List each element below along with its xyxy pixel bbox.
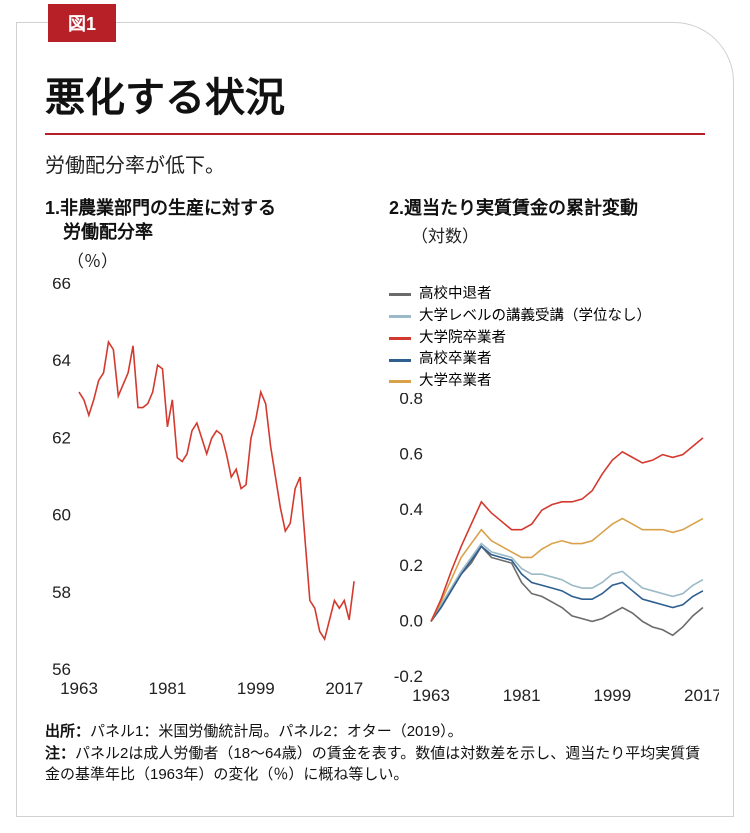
panel2-legend: 高校中退者大学レベルの講義受講（学位なし）大学院卒業者高校卒業者大学卒業者 [389, 284, 719, 393]
svg-text:1981: 1981 [149, 679, 187, 698]
figure-footer: 出所：パネル1：米国労働統計局。パネル2：オター（2019）。 注：パネル2は成… [45, 721, 705, 786]
panel2-title: 2.週当たり実質賃金の累計変動 [389, 196, 719, 220]
svg-text:56: 56 [52, 660, 71, 679]
panels-row: 1.非農業部門の生産に対する 労働配分率 （％） 56 58 60 62 64 66 196… [45, 196, 705, 705]
legend-swatch [389, 359, 411, 362]
legend-item: 大学卒業者 [389, 371, 719, 393]
svg-text:-0.2: -0.2 [394, 667, 423, 686]
svg-text:1963: 1963 [412, 686, 450, 705]
svg-text:58: 58 [52, 583, 71, 602]
legend-label: 高校中退者 [419, 284, 492, 306]
panel2-unit: （対数） [411, 222, 719, 247]
svg-text:1981: 1981 [503, 686, 541, 705]
panel2-chart: -0.2 0.0 0.2 0.4 0.6 0.8 1963 1981 1999 2017 [389, 393, 719, 705]
svg-text:1963: 1963 [60, 679, 98, 698]
svg-text:1999: 1999 [237, 679, 275, 698]
legend-item: 大学レベルの講義受講（学位なし） [389, 306, 719, 328]
legend-swatch [389, 293, 411, 296]
legend-swatch [389, 337, 411, 340]
figure-card: 悪化する状況 労働配分率が低下。 1.非農業部門の生産に対する 労働配分率 （％… [16, 22, 734, 817]
legend-swatch [389, 315, 411, 318]
svg-text:1999: 1999 [593, 686, 631, 705]
panel1-chart: 56 58 60 62 64 66 1963 1981 1999 2017 [45, 278, 365, 698]
svg-text:2017: 2017 [684, 686, 719, 705]
legend-label: 大学レベルの講義受講（学位なし） [419, 306, 651, 328]
legend-label: 大学院卒業者 [419, 328, 506, 350]
note-text: パネル2は成人労働者（18～64歳）の賃金を表す。数値は対数差を示し、週当たり平… [45, 745, 700, 784]
source-label: 出所： [45, 723, 90, 740]
legend-label: 大学卒業者 [419, 371, 492, 393]
svg-text:60: 60 [52, 506, 71, 525]
legend-item: 高校卒業者 [389, 349, 719, 371]
legend-item: 大学院卒業者 [389, 328, 719, 350]
svg-text:62: 62 [52, 428, 71, 447]
figure-title: 悪化する状況 [45, 65, 705, 123]
note-label: 注： [45, 745, 75, 762]
svg-text:0.2: 0.2 [399, 556, 423, 575]
svg-text:0.0: 0.0 [399, 611, 423, 630]
figure-tag: 図1 [48, 4, 116, 42]
panel-1: 1.非農業部門の生産に対する 労働配分率 （％） 56 58 60 62 64 66 196… [45, 196, 365, 705]
accent-rule [45, 133, 705, 135]
panel-2: 2.週当たり実質賃金の累計変動 （対数） 高校中退者大学レベルの講義受講（学位な… [389, 196, 719, 705]
svg-text:66: 66 [52, 278, 71, 293]
svg-text:0.6: 0.6 [399, 444, 423, 463]
svg-text:0.4: 0.4 [399, 500, 423, 519]
legend-swatch [389, 380, 411, 383]
figure-subtitle: 労働配分率が低下。 [45, 149, 705, 178]
panel1-title: 1.非農業部門の生産に対する 労働配分率 [45, 196, 365, 245]
source-text: パネル1：米国労働統計局。パネル2：オター（2019）。 [90, 723, 463, 740]
legend-item: 高校中退者 [389, 284, 719, 306]
svg-text:2017: 2017 [325, 679, 363, 698]
svg-text:0.8: 0.8 [399, 393, 423, 408]
svg-text:64: 64 [52, 351, 71, 370]
legend-label: 高校卒業者 [419, 349, 492, 371]
panel1-unit: （％） [67, 247, 365, 272]
